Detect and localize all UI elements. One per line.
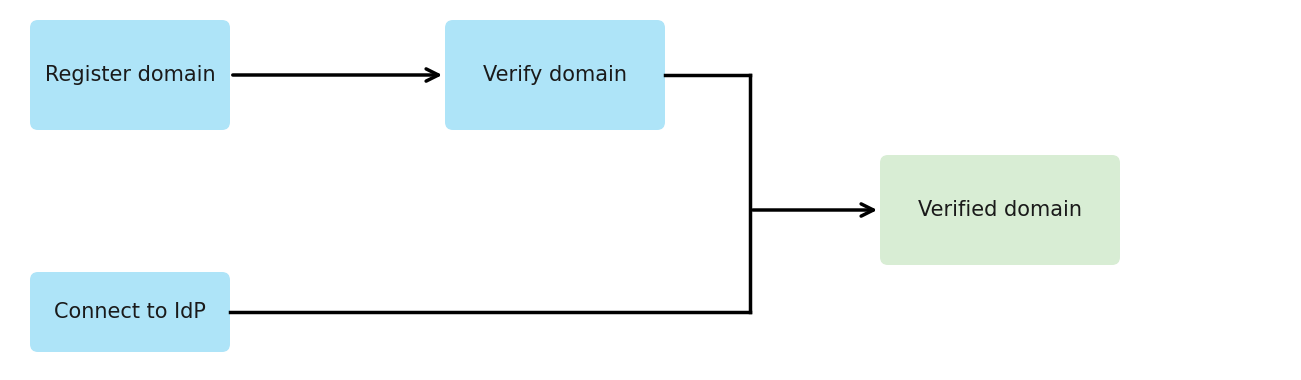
FancyBboxPatch shape [445, 20, 665, 130]
Text: Verify domain: Verify domain [483, 65, 627, 85]
FancyBboxPatch shape [30, 20, 230, 130]
FancyBboxPatch shape [879, 155, 1120, 265]
Text: Verified domain: Verified domain [919, 200, 1082, 220]
Text: Connect to IdP: Connect to IdP [55, 302, 206, 322]
Text: Register domain: Register domain [44, 65, 215, 85]
FancyBboxPatch shape [30, 272, 230, 352]
